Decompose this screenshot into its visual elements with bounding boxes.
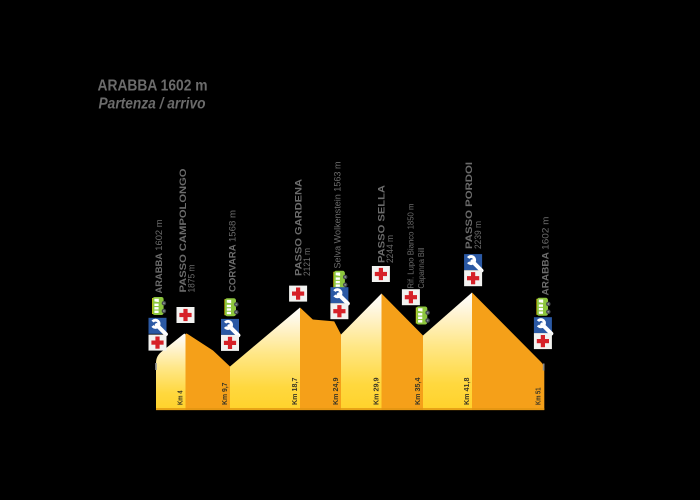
svg-text:ARABBA 1602 m: ARABBA 1602 m: [540, 216, 551, 295]
svg-text:1875 m: 1875 m: [186, 265, 196, 293]
svg-text:Km 4: Km 4: [176, 390, 185, 405]
svg-text:Selva Wolkenstein 1563 m: Selva Wolkenstein 1563 m: [333, 162, 343, 269]
svg-text:2121 m: 2121 m: [302, 248, 312, 276]
svg-text:ARABBA 1602 m: ARABBA 1602 m: [154, 219, 165, 293]
svg-text:Capanna Bill: Capanna Bill: [417, 247, 426, 288]
svg-text:CORVARA 1568 m: CORVARA 1568 m: [228, 210, 239, 292]
svg-text:Km 35,4: Km 35,4: [413, 377, 422, 405]
svg-text:PASSO GARDENA: PASSO GARDENA: [294, 179, 305, 276]
svg-text:Rif. Lupo Bianco 1850 m: Rif. Lupo Bianco 1850 m: [406, 203, 415, 288]
svg-text:Km 41,8: Km 41,8: [462, 378, 471, 406]
svg-text:Partenza / arrivo: Partenza / arrivo: [99, 96, 206, 113]
svg-text:PASSO SELLA: PASSO SELLA: [377, 185, 388, 263]
svg-text:PASSO CAMPOLONGO: PASSO CAMPOLONGO: [178, 169, 189, 293]
svg-text:Km 24,9: Km 24,9: [331, 378, 340, 406]
svg-text:Km 29,9: Km 29,9: [372, 378, 381, 406]
svg-text:Km 51: Km 51: [534, 388, 543, 406]
svg-text:Km 18,7: Km 18,7: [290, 378, 299, 406]
svg-text:2244 m: 2244 m: [385, 235, 395, 263]
svg-text:2239 m: 2239 m: [473, 221, 483, 249]
svg-text:Km 9,7: Km 9,7: [220, 383, 229, 406]
svg-text:PASSO PORDOI: PASSO PORDOI: [464, 162, 475, 249]
svg-text:ARABBA 1602 m: ARABBA 1602 m: [98, 78, 208, 95]
